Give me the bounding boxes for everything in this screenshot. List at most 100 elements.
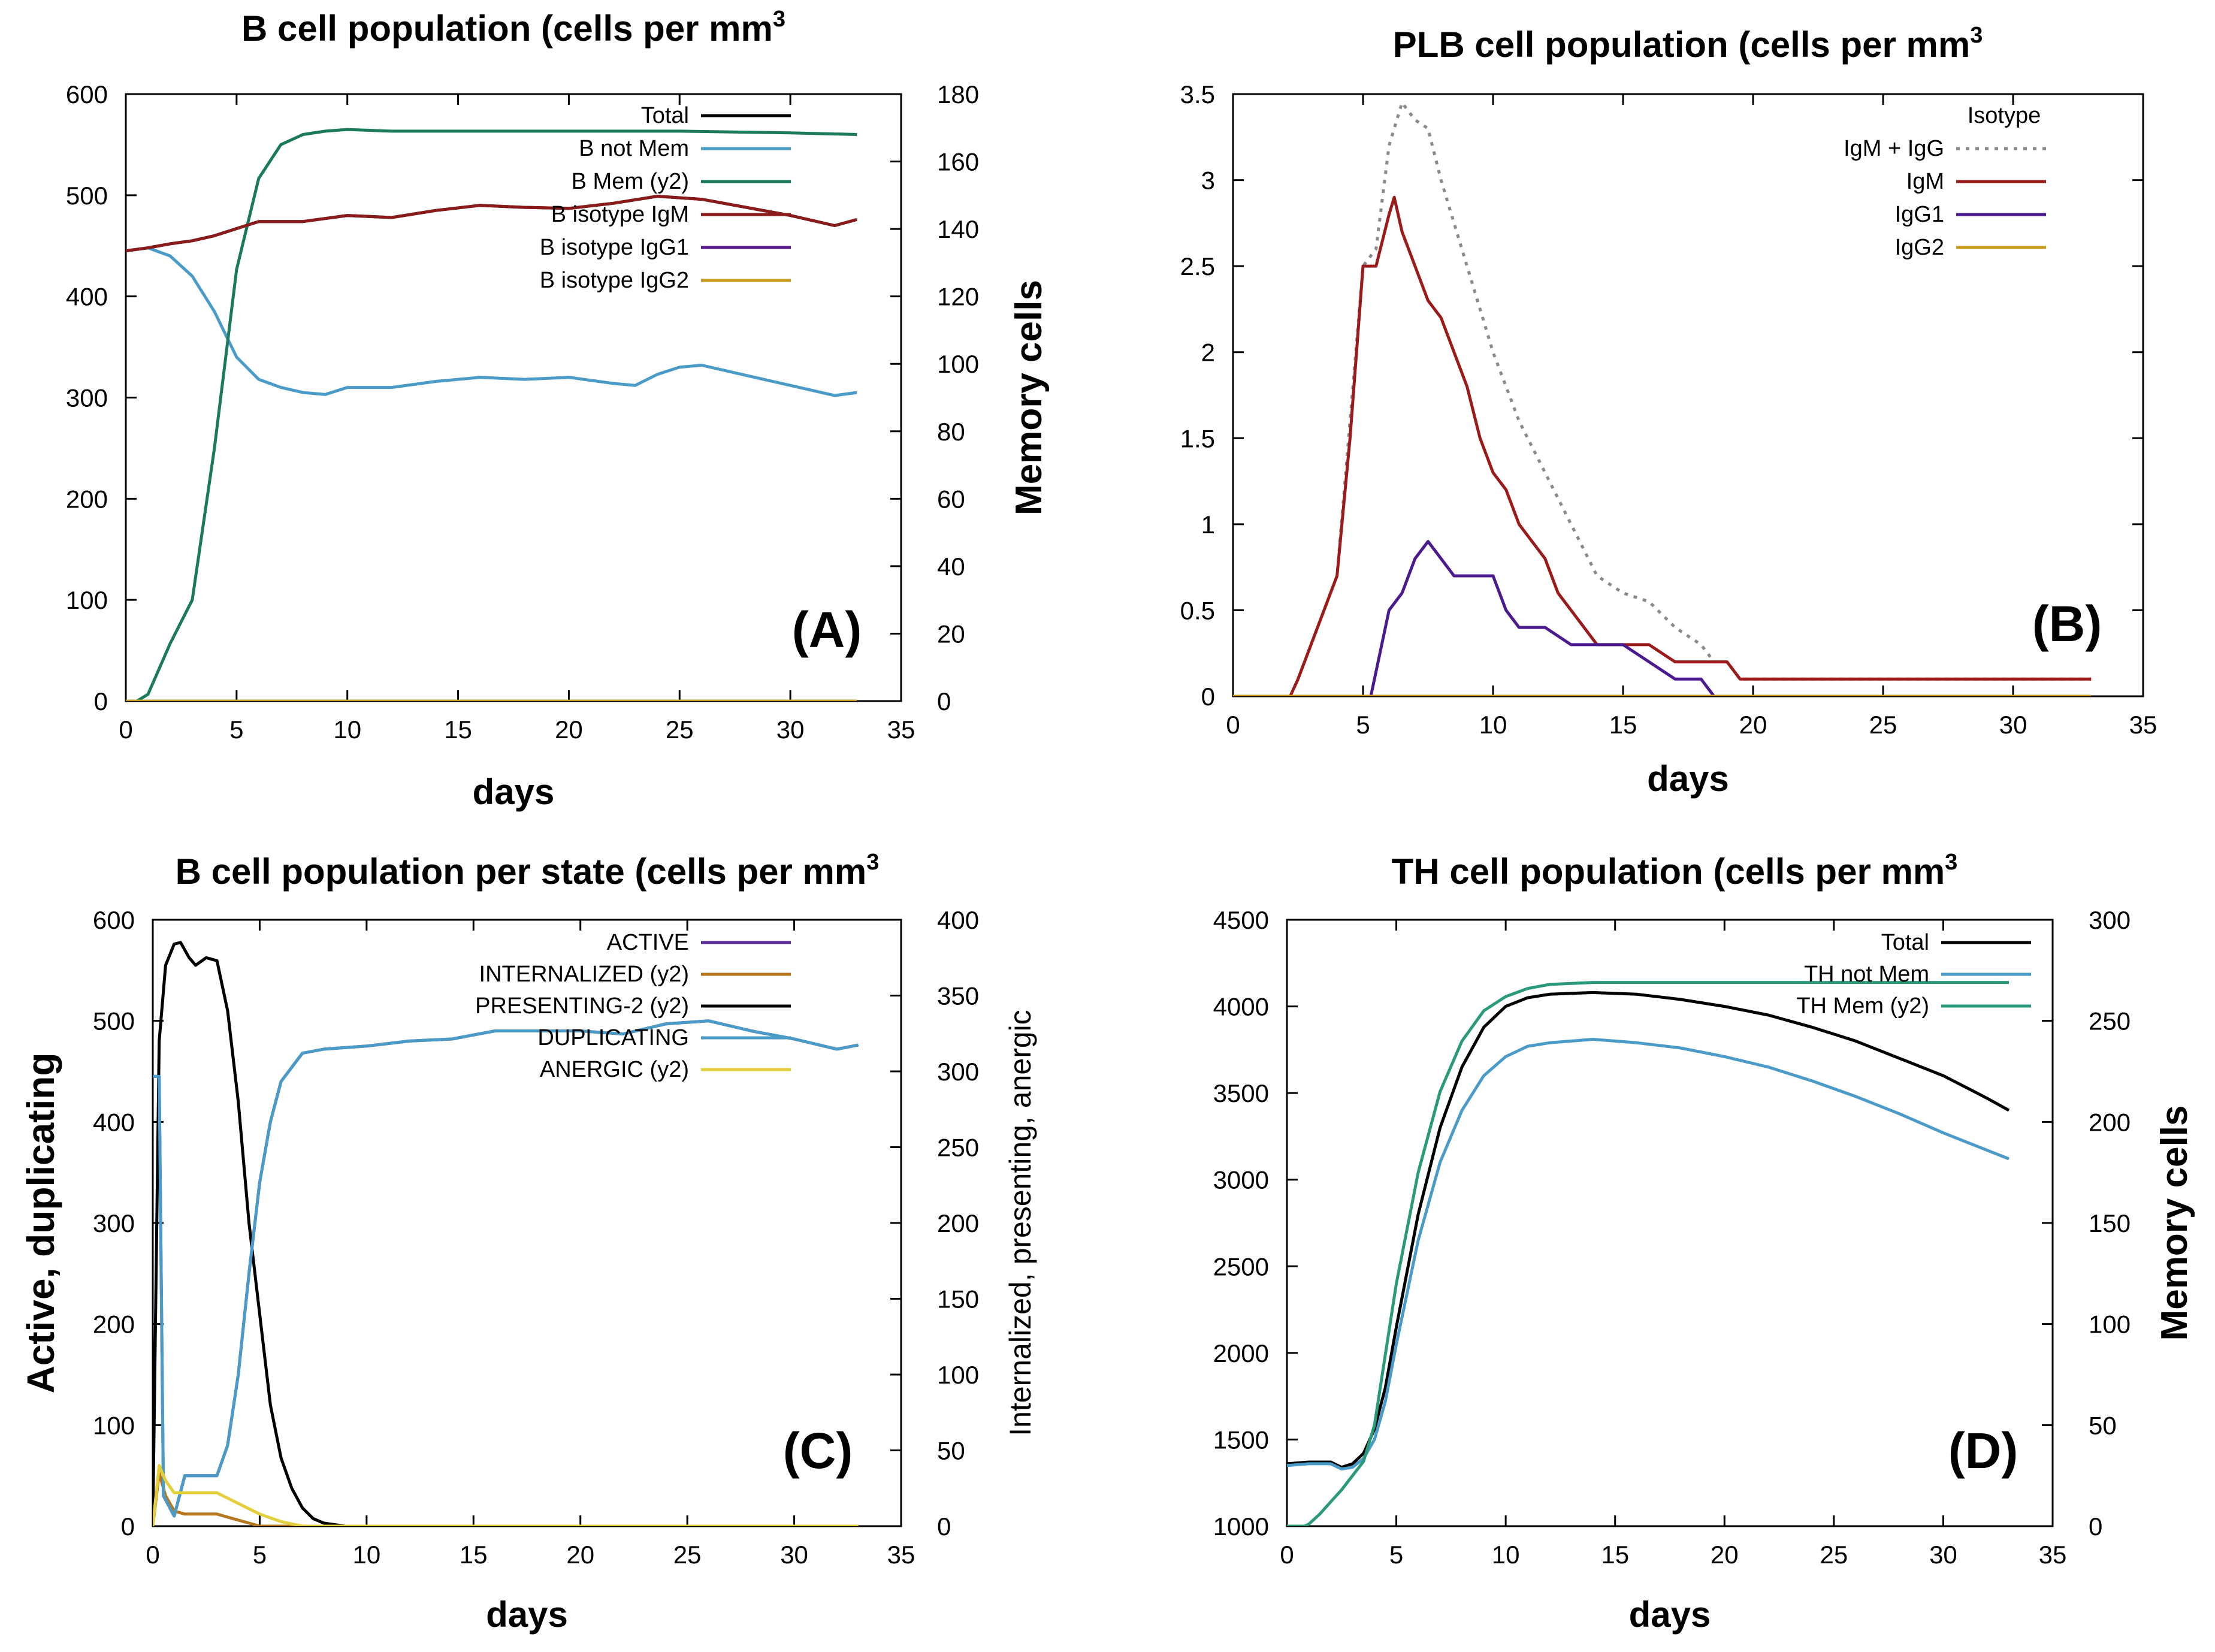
y2-axis-label: Memory cells: [1008, 280, 1050, 515]
x-axis-label: days: [473, 772, 555, 812]
x-tick-label: 0: [1226, 711, 1240, 739]
series-line-igm-igg: [1233, 101, 2092, 696]
y-tick-label: 3: [1201, 167, 1215, 195]
x-tick-label: 10: [333, 715, 361, 744]
x-tick-label: 0: [119, 715, 132, 744]
legend-label: ACTIVE: [607, 930, 689, 955]
y2-tick-label: 20: [937, 620, 965, 648]
y2-tick-label: 80: [937, 418, 965, 446]
y-tick-label: 4000: [1213, 993, 1269, 1021]
x-tick-label: 25: [1820, 1541, 1848, 1569]
legend-label: DUPLICATING: [537, 1025, 689, 1050]
y-tick-label: 300: [66, 384, 108, 412]
series-line-b-not-mem: [126, 246, 857, 397]
legend-label: IgM + IgG: [1844, 136, 1944, 161]
legend-label: IgG1: [1895, 202, 1944, 227]
y-tick-label: 1000: [1213, 1512, 1269, 1541]
legend-label: B isotype IgG1: [540, 235, 689, 260]
y-tick-label: 200: [66, 485, 108, 513]
x-tick-label: 30: [776, 715, 805, 744]
plot-frame: [1286, 919, 2054, 1527]
y2-tick-label: 0: [937, 1512, 951, 1541]
panel-label: (B): [2032, 596, 2102, 652]
series-line-total: [1287, 990, 2010, 1469]
legend-label: PRESENTING-2 (y2): [475, 993, 689, 1019]
series-group: [153, 941, 859, 1526]
x-axis-label: days: [486, 1594, 568, 1635]
series-line-presenting-2-y2-: [153, 941, 859, 1526]
panel-label: (C): [783, 1423, 853, 1479]
series-group: [1233, 101, 2092, 696]
x-tick-label: 5: [1356, 711, 1370, 739]
x-tick-label: 10: [352, 1541, 380, 1569]
panel-label: (D): [1948, 1423, 2018, 1479]
x-tick-label: 20: [555, 715, 583, 744]
y-tick-label: 2.5: [1180, 252, 1215, 280]
series-group: [1287, 981, 2010, 1526]
x-tick-label: 30: [780, 1541, 808, 1569]
x-tick-label: 20: [566, 1541, 594, 1569]
y-tick-label: 400: [66, 283, 108, 311]
x-tick-label: 35: [2039, 1541, 2067, 1569]
y-tick-label: 1500: [1213, 1426, 1269, 1454]
y-tick-label: 100: [66, 586, 108, 614]
legend-label: Total: [1881, 930, 1929, 955]
x-tick-label: 20: [1711, 1541, 1739, 1569]
y-tick-label: 4500: [1213, 906, 1269, 934]
x-tick-label: 35: [887, 1541, 915, 1569]
legend-label: B isotype IgM: [551, 202, 689, 227]
plot-frame: [125, 93, 902, 702]
y2-tick-label: 250: [2089, 1007, 2131, 1035]
x-tick-label: 0: [1280, 1541, 1294, 1569]
x-tick-label: 15: [444, 715, 472, 744]
legend-label: B Mem (y2): [572, 169, 689, 194]
x-tick-label: 25: [666, 715, 694, 744]
y-axis-label: Active, duplicating: [19, 1053, 62, 1394]
y-tick-label: 400: [93, 1108, 135, 1136]
y-tick-label: 2000: [1213, 1339, 1269, 1367]
y2-tick-label: 100: [937, 350, 979, 378]
legend: Total B not Mem B Mem (y2) B isotype IgM B i…: [540, 103, 791, 293]
series-line-b-isotype-igm: [126, 195, 857, 253]
series-line-igg1: [1233, 540, 2092, 696]
chart-title: B cell population (cells per mm3: [241, 7, 785, 49]
panel-label: (A): [792, 602, 862, 658]
y-tick-label: 0.5: [1180, 596, 1215, 624]
legend-label: INTERNALIZED (y2): [479, 962, 689, 987]
y2-tick-label: 60: [937, 485, 965, 513]
chart-title: TH cell population (cells per mm3: [1392, 850, 1958, 892]
legend-label: IgM: [1906, 169, 1944, 194]
y-tick-label: 600: [66, 80, 108, 108]
y-tick-label: 3500: [1213, 1079, 1269, 1107]
chart-panel-4: TH cell population (cells per mm3 0 5 10 15 2…: [1213, 850, 2195, 1635]
x-tick-label: 10: [1479, 711, 1507, 739]
y2-tick-label: 40: [937, 552, 965, 581]
y-tick-label: 300: [93, 1209, 135, 1237]
y2-tick-label: 120: [937, 283, 979, 311]
y-tick-label: 0: [94, 687, 108, 715]
legend-label: TH Mem (y2): [1796, 993, 1929, 1019]
series-line-th-not-mem: [1287, 1038, 2009, 1471]
legend-title: Isotype: [1968, 103, 2041, 128]
x-tick-label: 30: [1929, 1541, 1957, 1569]
series-line-internalized-y2-: [153, 1471, 859, 1526]
legend-label: Total: [641, 103, 689, 128]
x-tick-label: 25: [1869, 711, 1897, 739]
legend-label: B not Mem: [579, 136, 689, 161]
plot-frame: [1232, 93, 2144, 697]
y-tick-label: 200: [93, 1310, 135, 1339]
y2-tick-label: 200: [937, 1209, 979, 1237]
x-tick-label: 25: [673, 1541, 702, 1569]
y-tick-label: 600: [93, 906, 135, 934]
y-tick-label: 2500: [1213, 1252, 1269, 1280]
x-tick-label: 15: [1601, 1541, 1629, 1569]
y-tick-label: 3000: [1213, 1166, 1269, 1194]
x-tick-label: 0: [146, 1541, 159, 1569]
y2-tick-label: 350: [937, 982, 979, 1010]
y2-tick-label: 100: [2089, 1310, 2131, 1339]
y2-tick-label: 100: [937, 1361, 979, 1389]
y2-tick-label: 160: [937, 148, 979, 176]
y-tick-label: 500: [66, 182, 108, 210]
y-tick-label: 1.5: [1180, 424, 1215, 452]
